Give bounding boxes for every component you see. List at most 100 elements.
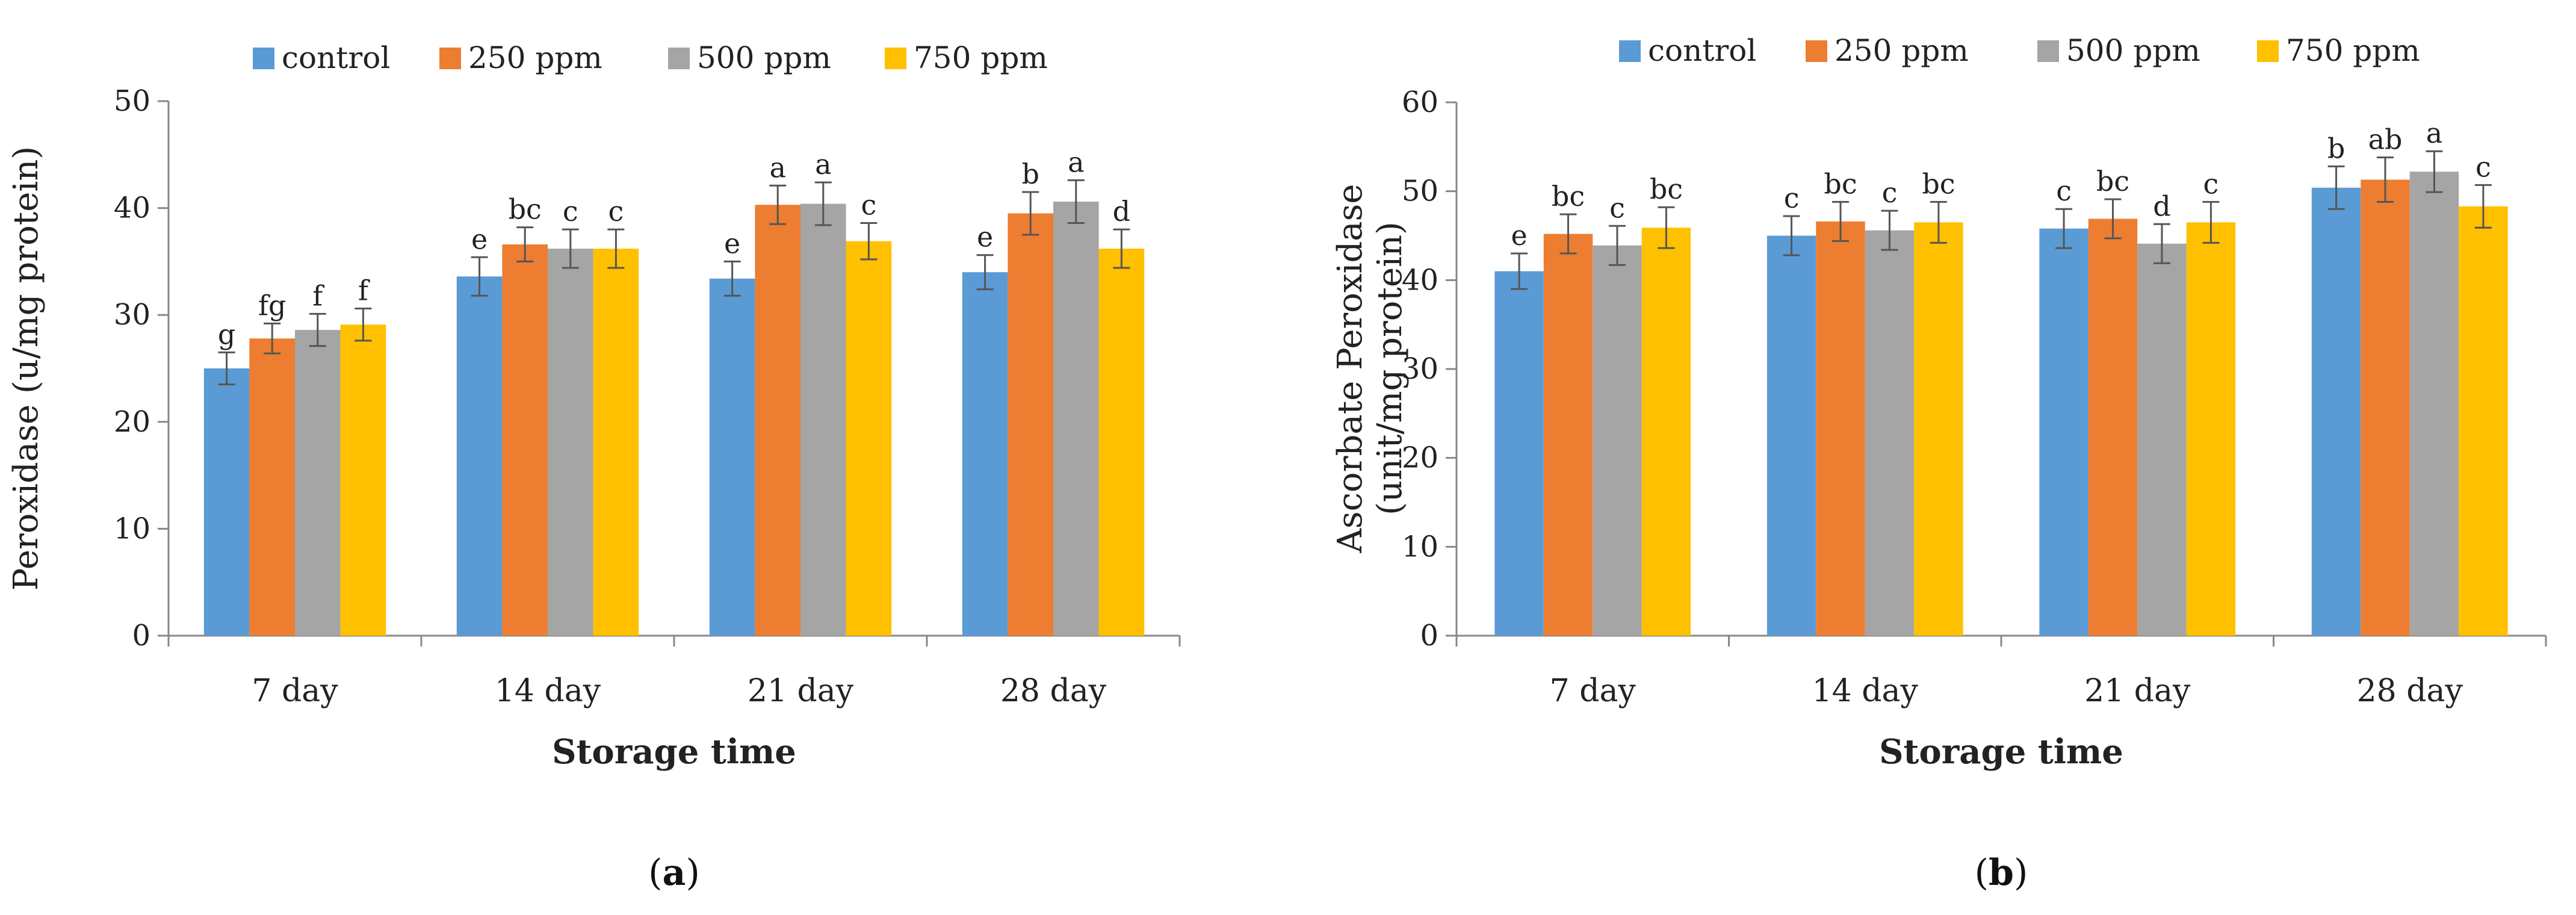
significance-label: e: [471, 223, 488, 255]
bar: [1543, 234, 1593, 636]
significance-label: c: [1784, 182, 1800, 214]
bar: [502, 244, 548, 636]
significance-label: bc: [2096, 165, 2129, 197]
y-tick-label: 60: [1402, 85, 1438, 119]
significance-label: b: [1021, 158, 1039, 190]
legend-label: 500 ppm: [697, 40, 831, 75]
bar: [593, 249, 639, 636]
significance-label: c: [2056, 175, 2072, 207]
y-tick-label: 50: [1402, 175, 1438, 208]
bar: [2361, 179, 2410, 636]
y-tick-label: 30: [1402, 352, 1438, 386]
panel-label-open: (: [648, 852, 662, 894]
bar: [1098, 249, 1145, 636]
x-tick-label: 7 day: [1550, 673, 1636, 709]
bar: [2137, 243, 2187, 636]
legend-swatch: [2257, 40, 2279, 62]
significance-label: c: [1609, 191, 1625, 224]
significance-label: a: [2426, 117, 2442, 149]
panel-label-close: ): [2014, 852, 2028, 894]
x-tick-label: 28 day: [1000, 673, 1107, 709]
bar: [1593, 245, 1642, 636]
bar: [1816, 221, 1865, 636]
significance-label: c: [563, 195, 578, 228]
legend-label: 250 ppm: [1834, 33, 1969, 68]
y-tick-label: 10: [114, 512, 150, 545]
x-axis-title: Storage time: [552, 732, 796, 772]
legend-label: control: [282, 40, 390, 75]
legend-label: 750 ppm: [914, 40, 1048, 75]
y-tick-label: 40: [114, 191, 150, 225]
panel-label-open: (: [1975, 852, 1989, 894]
y-axis-title: Ascorbate Peroxidase(unit/mg protein): [1331, 184, 1410, 553]
significance-label: c: [608, 195, 624, 228]
y-tick-label: 0: [1420, 619, 1438, 653]
y-tick-label: 0: [132, 619, 150, 653]
bar: [456, 276, 503, 636]
bar: [962, 272, 1008, 636]
significance-label: g: [218, 318, 235, 350]
significance-label: c: [1882, 176, 1898, 209]
significance-label: bc: [1552, 180, 1585, 212]
legend-label: control: [1648, 33, 1756, 68]
y-tick-label: 20: [1402, 441, 1438, 475]
bar: [249, 338, 295, 636]
x-tick-label: 14 day: [1812, 673, 1919, 709]
y-tick-label: 40: [1402, 263, 1438, 297]
bar: [1766, 235, 1816, 636]
bar: [1008, 213, 1053, 636]
significance-label: ab: [2368, 123, 2403, 156]
bar: [1053, 201, 1099, 636]
significance-label: bc: [1650, 173, 1683, 205]
significance-label: d: [2153, 190, 2170, 222]
significance-label: bc: [1922, 167, 1955, 200]
bar: [846, 241, 892, 636]
significance-label: fg: [258, 289, 286, 321]
significance-label: b: [2327, 132, 2345, 164]
bar: [709, 278, 755, 636]
significance-label: a: [815, 148, 831, 181]
panel-label-letter: b: [1989, 852, 2014, 894]
legend-swatch: [1619, 40, 1641, 62]
x-tick-label: 21 day: [2084, 673, 2191, 709]
significance-label: c: [2203, 167, 2219, 200]
significance-label: a: [1068, 146, 1084, 178]
bar: [548, 249, 593, 636]
bar: [2459, 206, 2508, 636]
significance-label: c: [2475, 150, 2491, 183]
bar: [2409, 172, 2459, 636]
legend-swatch: [253, 48, 274, 69]
significance-label: bc: [1824, 167, 1857, 200]
x-axis-title: Storage time: [1879, 732, 2123, 772]
bar: [1494, 271, 1544, 636]
bar: [340, 324, 386, 636]
panel-label: (b): [1975, 852, 2028, 894]
y-axis-title: Peroxidase (u/mg protein): [7, 146, 46, 591]
panel-label-letter: a: [663, 852, 686, 894]
significance-label: a: [769, 151, 785, 184]
y-tick-label: 20: [114, 405, 150, 439]
significance-label: e: [724, 227, 740, 259]
x-tick-label: 21 day: [748, 673, 854, 709]
x-tick-label: 7 day: [252, 673, 338, 709]
significance-label: f: [358, 274, 370, 307]
panel-label-close: ): [686, 852, 699, 894]
significance-label: f: [312, 279, 324, 312]
legend-swatch: [2037, 40, 2059, 62]
legend-swatch: [668, 48, 690, 69]
legend-swatch: [439, 48, 461, 69]
legend-swatch: [885, 48, 906, 69]
y-tick-label: 50: [114, 84, 150, 118]
bar: [295, 330, 341, 636]
bar: [2088, 219, 2138, 636]
y-tick-label: 30: [114, 298, 150, 332]
bar: [2039, 228, 2088, 636]
legend-swatch: [1806, 40, 1827, 62]
bar: [2186, 222, 2236, 636]
y-axis-title-line: Ascorbate Peroxidase: [1331, 184, 1370, 553]
legend-label: 250 ppm: [468, 40, 602, 75]
y-axis-title-line: (unit/mg protein): [1370, 222, 1410, 515]
bar: [203, 368, 250, 636]
